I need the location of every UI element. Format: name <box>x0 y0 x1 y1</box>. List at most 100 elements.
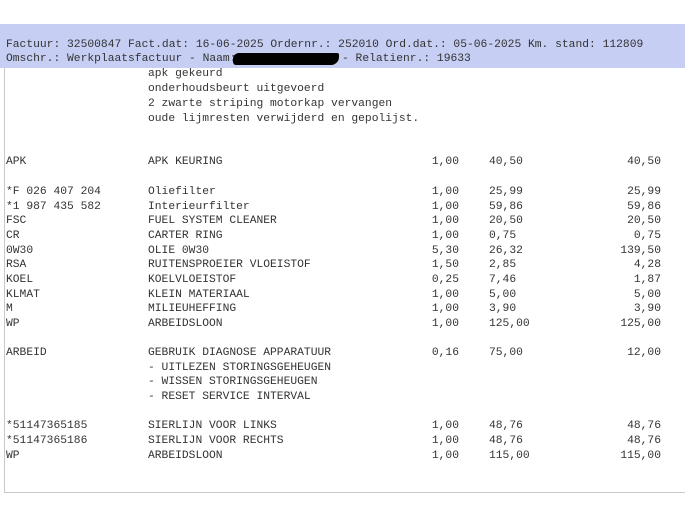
line-qty: 1,00 <box>431 215 459 227</box>
line-code: WP <box>6 450 20 462</box>
line-desc: - RESET SERVICE INTERVAL <box>148 391 311 403</box>
invoice-header-line-2-suffix: - Relatienr.: 19633 <box>342 53 471 65</box>
line-qty: 1,50 <box>431 259 459 271</box>
line-total: 0,75 <box>633 230 661 242</box>
line-code: M <box>6 303 13 315</box>
line-code: ARBEID <box>6 347 47 359</box>
line-price: 3,90 <box>489 303 517 315</box>
line-desc: SIERLIJN VOOR RECHTS <box>148 435 284 447</box>
note-line: 2 zwarte striping motorkap vervangen <box>148 98 393 110</box>
line-desc: OLIE 0W30 <box>148 245 210 257</box>
line-desc: KOELVLOEISTOF <box>148 274 237 286</box>
line-price: 59,86 <box>489 201 523 213</box>
line-total: 139,50 <box>620 245 661 257</box>
line-code: *51147365185 <box>6 420 88 432</box>
line-total: 115,00 <box>620 450 661 462</box>
line-code: WP <box>6 318 20 330</box>
line-qty: 1,00 <box>431 186 459 198</box>
line-desc: ARBEIDSLOON <box>148 450 223 462</box>
line-desc: RUITENSPROEIER VLOEISTOF <box>148 259 311 271</box>
invoice-line-row: *51147365185 SIERLIJN VOOR LINKS 1,00 48,76… <box>0 419 685 433</box>
line-code: APK <box>6 156 27 168</box>
line-price: 75,00 <box>489 347 523 359</box>
invoice-line-row: FSC FUEL SYSTEM CLEANER 1,00 20,50 20,50 <box>0 214 685 228</box>
invoice-line-row: 0W30 OLIE 0W30 5,30 26,32 139,50 <box>0 244 685 258</box>
invoice-header-line-2-prefix: Omschr.: Werkplaatsfactuur - Naam: Dhr. <box>6 53 271 65</box>
line-code: *1 987 435 582 <box>6 201 101 213</box>
line-total: 125,00 <box>620 318 661 330</box>
redacted-name <box>233 53 339 65</box>
invoice-header-line-1: Factuur: 32500847 Fact.dat: 16-06-2025 O… <box>6 39 644 51</box>
line-desc: KLEIN MATERIAAL <box>148 289 250 301</box>
line-qty: 1,00 <box>431 201 459 213</box>
line-price: 20,50 <box>489 215 523 227</box>
line-desc: GEBRUIK DIAGNOSE APPARATUUR <box>148 347 332 359</box>
line-qty: 1,00 <box>431 303 459 315</box>
line-price: 125,00 <box>489 318 530 330</box>
line-total: 48,76 <box>627 420 661 432</box>
invoice-line-row: RSA RUITENSPROEIER VLOEISTOF 1,50 2,85 4,28 <box>0 258 685 272</box>
line-code: *F 026 407 204 <box>6 186 101 198</box>
line-qty: 1,00 <box>431 230 459 242</box>
invoice-line-row: *F 026 407 204 Oliefilter 1,00 25,99 25,99 <box>0 185 685 199</box>
line-price: 48,76 <box>489 435 523 447</box>
invoice-line-row: WP ARBEIDSLOON 1,00 125,00 125,00 <box>0 317 685 331</box>
line-total: 12,00 <box>627 347 661 359</box>
line-desc: MILIEUHEFFING <box>148 303 237 315</box>
invoice-line-row: WP ARBEIDSLOON 1,00 115,00 115,00 <box>0 449 685 463</box>
line-code: RSA <box>6 259 27 271</box>
line-price: 7,46 <box>489 274 517 286</box>
line-code: *51147365186 <box>6 435 88 447</box>
line-code: KLMAT <box>6 289 40 301</box>
line-code: KOEL <box>6 274 34 286</box>
line-desc: Interieurfilter <box>148 201 250 213</box>
line-qty: 1,00 <box>431 156 459 168</box>
line-price: 2,85 <box>489 259 517 271</box>
line-price: 5,00 <box>489 289 517 301</box>
line-total: 48,76 <box>627 435 661 447</box>
invoice-line-row: APK APK KEURING 1,00 40,50 40,50 <box>0 155 685 169</box>
line-qty: 1,00 <box>431 318 459 330</box>
invoice-line-row: - WISSEN STORINGSGEHEUGEN <box>0 375 685 389</box>
line-qty: 1,00 <box>431 420 459 432</box>
line-price: 40,50 <box>489 156 523 168</box>
line-desc: - UITLEZEN STORINGSGEHEUGEN <box>148 362 332 374</box>
line-total: 1,87 <box>633 274 661 286</box>
line-desc: SIERLIJN VOOR LINKS <box>148 420 277 432</box>
line-desc: FUEL SYSTEM CLEANER <box>148 215 277 227</box>
line-total: 3,90 <box>633 303 661 315</box>
line-total: 25,99 <box>627 186 661 198</box>
line-qty: 1,00 <box>431 289 459 301</box>
invoice-line-row: ARBEID GEBRUIK DIAGNOSE APPARATUUR 0,16 75,… <box>0 346 685 360</box>
line-total: 5,00 <box>633 289 661 301</box>
invoice-line-row: KOEL KOELVLOEISTOF 0,25 7,46 1,87 <box>0 273 685 287</box>
invoice-line-row: M MILIEUHEFFING 1,00 3,90 3,90 <box>0 302 685 316</box>
line-code: 0W30 <box>6 245 34 257</box>
line-desc: APK KEURING <box>148 156 223 168</box>
line-price: 48,76 <box>489 420 523 432</box>
line-code: FSC <box>6 215 27 227</box>
line-desc: - WISSEN STORINGSGEHEUGEN <box>148 376 318 388</box>
line-qty: 0,25 <box>431 274 459 286</box>
line-qty: 0,16 <box>431 347 459 359</box>
line-price: 25,99 <box>489 186 523 198</box>
invoice-panel <box>4 68 685 493</box>
line-qty: 1,00 <box>431 435 459 447</box>
invoice-line-row: *51147365186 SIERLIJN VOOR RECHTS 1,00 48,7… <box>0 434 685 448</box>
line-desc: Oliefilter <box>148 186 216 198</box>
line-price: 0,75 <box>489 230 517 242</box>
invoice-line-row: CR CARTER RING 1,00 0,75 0,75 <box>0 229 685 243</box>
line-total: 40,50 <box>627 156 661 168</box>
invoice-line-row: KLMAT KLEIN MATERIAAL 1,00 5,00 5,00 <box>0 288 685 302</box>
note-line: oude lijmresten verwijderd en gepolijst. <box>148 113 420 125</box>
invoice-line-row: *1 987 435 582 Interieurfilter 1,00 59,86 59… <box>0 200 685 214</box>
line-price: 115,00 <box>489 450 530 462</box>
line-qty: 5,30 <box>431 245 459 257</box>
line-desc: ARBEIDSLOON <box>148 318 223 330</box>
invoice-line-row: - UITLEZEN STORINGSGEHEUGEN <box>0 361 685 375</box>
line-total: 20,50 <box>627 215 661 227</box>
note-line: onderhoudsbeurt uitgevoerd <box>148 83 325 95</box>
line-total: 59,86 <box>627 201 661 213</box>
line-total: 4,28 <box>633 259 661 271</box>
line-code: CR <box>6 230 20 242</box>
